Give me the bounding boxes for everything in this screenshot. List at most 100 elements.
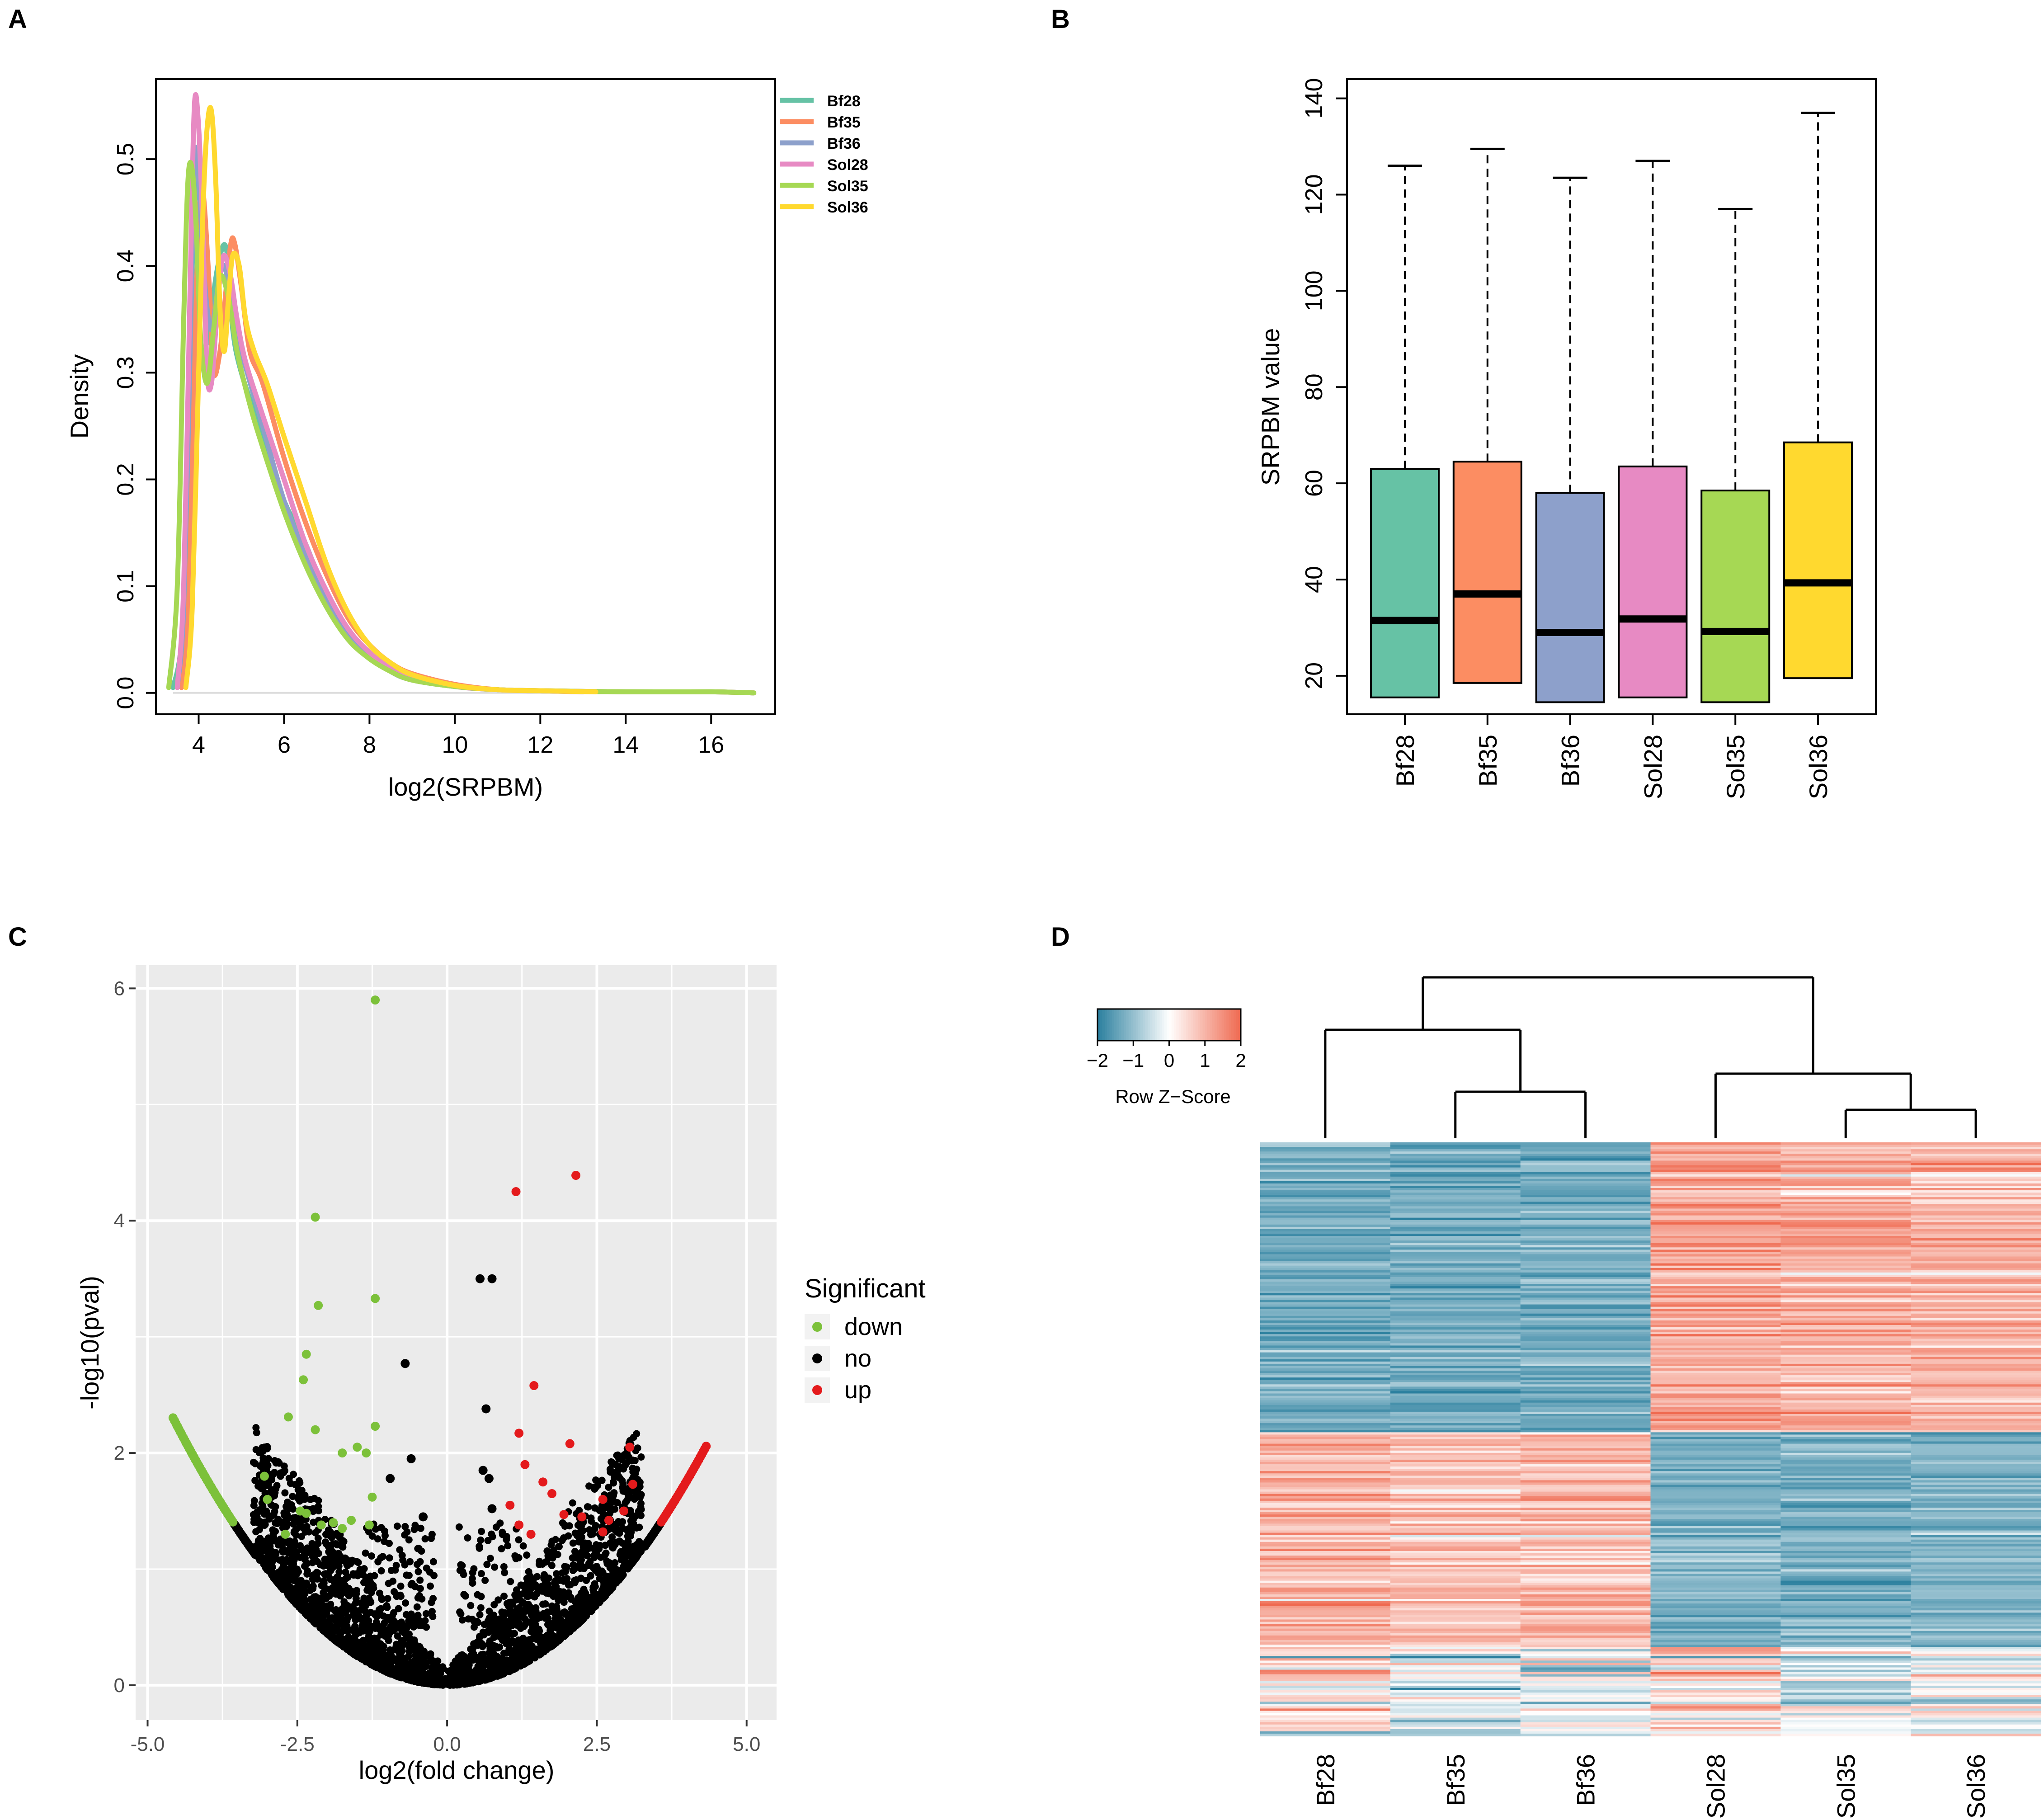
heatmap-cell [1390, 1503, 1521, 1506]
volcano-point-no [467, 1602, 475, 1609]
heatmap-cell [1390, 1688, 1521, 1691]
colorbar-segment [1164, 1009, 1168, 1041]
volcano-point-no [592, 1484, 599, 1491]
volcano-point-no [377, 1623, 385, 1631]
heatmap-cell [1911, 1471, 2041, 1474]
heatmap-cell [1390, 1683, 1521, 1686]
heatmap-cell [1911, 1188, 2041, 1191]
volcano-point-no [595, 1545, 603, 1553]
heatmap-cell [1911, 1402, 2041, 1405]
boxplot-y-tick-label: 80 [1300, 373, 1328, 401]
volcano-point-no [633, 1430, 641, 1438]
heatmap-cell [1911, 1224, 2041, 1227]
heatmap-cell [1520, 1469, 1651, 1472]
volcano-point-no [292, 1547, 299, 1555]
heatmap-cell [1390, 1726, 1521, 1730]
heatmap-cell [1780, 1690, 1912, 1693]
volcano-point-no [627, 1532, 635, 1540]
heatmap-cell [1911, 1615, 2041, 1618]
heatmap-cell [1390, 1480, 1521, 1483]
volcano-point-no [339, 1537, 347, 1545]
heatmap-cell [1911, 1556, 2041, 1559]
volcano-point-no [601, 1551, 609, 1558]
volcano-point-no [418, 1672, 425, 1679]
heatmap-cell [1780, 1361, 1912, 1364]
heatmap-cell [1390, 1455, 1521, 1458]
volcano-point-no [462, 1675, 469, 1683]
heatmap-cell [1260, 1158, 1391, 1161]
heatmap-cell [1650, 1606, 1781, 1609]
heatmap-cell [1390, 1478, 1521, 1481]
heatmap-cell [1390, 1658, 1521, 1661]
volcano-point-no [260, 1443, 268, 1451]
volcano-legend-dot-no [812, 1353, 822, 1363]
density-y-tick-label: 0.3 [113, 356, 139, 389]
heatmap-cell [1260, 1695, 1391, 1698]
heatmap-cell [1650, 1263, 1781, 1266]
heatmap-cell [1780, 1720, 1912, 1723]
volcano-point-no [518, 1581, 525, 1589]
heatmap-cell [1520, 1637, 1651, 1641]
heatmap-cell [1650, 1389, 1781, 1392]
heatmap-cell [1650, 1302, 1781, 1305]
heatmap-cell [1911, 1199, 2041, 1202]
volcano-point-down [364, 1520, 374, 1530]
heatmap-cell [1911, 1544, 2041, 1547]
heatmap-cell [1911, 1482, 2041, 1485]
heatmap-cell [1390, 1284, 1521, 1287]
volcano-point-no [569, 1554, 576, 1562]
heatmap-cell [1520, 1272, 1651, 1275]
heatmap-cell [1260, 1220, 1391, 1223]
heatmap-cell [1780, 1185, 1912, 1188]
heatmap-cell [1780, 1642, 1912, 1645]
heatmap-cell [1650, 1498, 1781, 1501]
heatmap-cell [1520, 1428, 1651, 1431]
heatmap-cell [1911, 1313, 2041, 1316]
heatmap-cell [1780, 1715, 1912, 1718]
heatmap-cell [1260, 1571, 1391, 1575]
column-dendrogram [1324, 976, 1977, 1138]
heatmap-cell [1911, 1245, 2041, 1248]
volcano-point-no [556, 1588, 564, 1595]
heatmap-cell [1780, 1702, 1912, 1705]
heatmap-cell [1260, 1231, 1391, 1234]
volcano-point-no [378, 1643, 386, 1651]
heatmap-cell [1390, 1576, 1521, 1579]
heatmap-cell [1650, 1206, 1781, 1209]
heatmap-cell [1390, 1695, 1521, 1698]
heatmap-cell [1780, 1265, 1912, 1268]
heatmap-cell [1650, 1176, 1781, 1179]
heatmap-cell [1911, 1147, 2041, 1150]
heatmap-cell [1520, 1580, 1651, 1584]
heatmap-cell [1520, 1334, 1651, 1337]
heatmap-cell [1780, 1315, 1912, 1319]
heatmap-cell [1911, 1729, 2041, 1732]
heatmap-cell [1390, 1416, 1521, 1419]
heatmap-cell [1650, 1560, 1781, 1563]
heatmap-cell [1911, 1706, 2041, 1709]
volcano-point-down [168, 1413, 178, 1423]
volcano-point-no [523, 1551, 531, 1559]
heatmap-cell [1260, 1414, 1391, 1417]
heatmap-cell [1260, 1615, 1391, 1618]
heatmap-cell [1911, 1574, 2041, 1577]
volcano-point-no [493, 1669, 501, 1677]
heatmap-cell [1911, 1610, 2041, 1613]
heatmap-cell [1390, 1487, 1521, 1490]
heatmap-cell [1650, 1293, 1781, 1296]
heatmap-cell [1260, 1535, 1391, 1538]
heatmap-cell [1780, 1345, 1912, 1348]
heatmap-cell [1260, 1252, 1391, 1255]
heatmap-cell [1911, 1674, 2041, 1677]
heatmap-cell [1390, 1220, 1521, 1223]
heatmap-cell [1390, 1226, 1521, 1230]
heatmap-cell [1911, 1263, 2041, 1266]
volcano-x-tick-label: 2.5 [583, 1733, 611, 1755]
heatmap-cell [1520, 1537, 1651, 1540]
heatmap-cell [1260, 1215, 1391, 1218]
heatmap-cell [1780, 1354, 1912, 1358]
heatmap-cell [1260, 1423, 1391, 1426]
heatmap-cell [1780, 1327, 1912, 1330]
heatmap-cell [1390, 1469, 1521, 1472]
heatmap-cell [1650, 1544, 1781, 1547]
